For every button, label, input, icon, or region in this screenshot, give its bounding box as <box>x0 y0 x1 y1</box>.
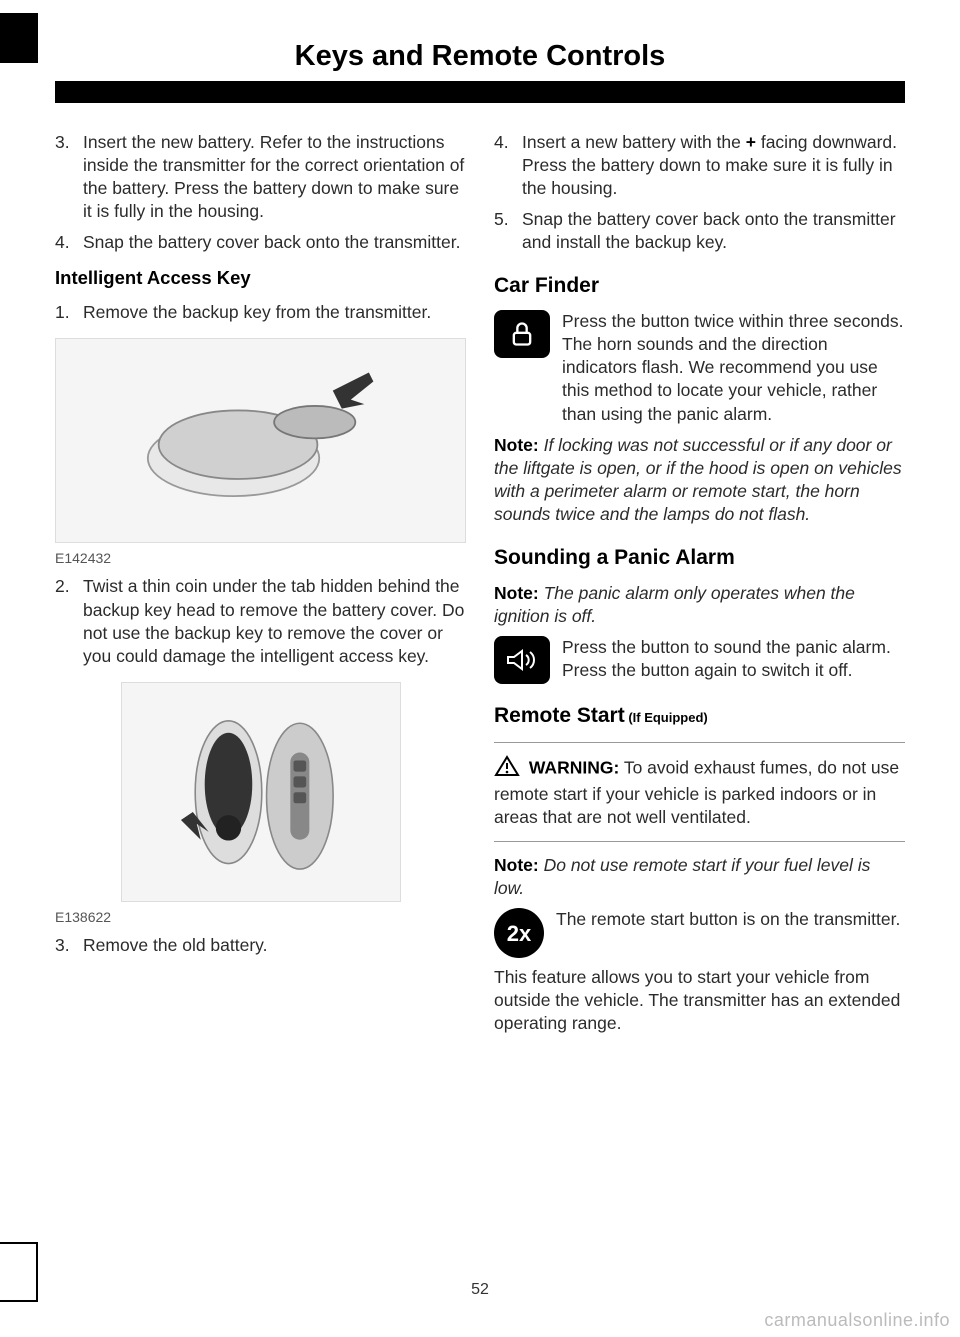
list-item: 2. Twist a thin coin under the tab hidde… <box>55 575 466 667</box>
left-column: 3. Insert the new battery. Refer to the … <box>55 131 466 1043</box>
coin-fob-illustration <box>97 359 424 521</box>
note-para: Note: The panic alarm only operates when… <box>494 582 905 628</box>
note-label: Note: <box>494 583 539 603</box>
header-bar <box>55 81 905 103</box>
figure-image-placeholder <box>55 338 466 543</box>
panic-text: Press the button to sound the panic alar… <box>562 636 905 684</box>
page-title: Keys and Remote Controls <box>55 40 905 73</box>
list-number: 3. <box>55 934 83 957</box>
list-item: 4. Snap the battery cover back onto the … <box>55 231 466 254</box>
heading-remote-start: Remote Start (If Equipped) <box>494 702 905 730</box>
icon-block-remote: 2x The remote start button is on the tra… <box>494 908 905 958</box>
note-para: Note: If locking was not successful or i… <box>494 434 905 526</box>
list-item: 4. Insert a new battery with the + facin… <box>494 131 905 200</box>
text-pre: Insert a new battery with the <box>522 132 746 152</box>
remote-2x-icon: 2x <box>494 908 544 958</box>
heading-car-finder: Car Finder <box>494 272 905 300</box>
icon-block-lock: Press the button twice within three seco… <box>494 310 905 425</box>
note-label: Note: <box>494 435 539 455</box>
warning-label: WARNING: <box>529 757 619 777</box>
note-text: Do not use remote start if your fuel lev… <box>494 855 870 898</box>
list-item: 3. Remove the old battery. <box>55 934 466 957</box>
figure-battery-coin: E142432 <box>55 338 466 567</box>
list-text: Remove the backup key from the transmitt… <box>83 301 466 324</box>
list-text: Insert the new battery. Refer to the ins… <box>83 131 466 223</box>
remote-start-label: Remote Start <box>494 704 625 727</box>
note-para: Note: Do not use remote start if your fu… <box>494 854 905 900</box>
key-fob-illustration <box>149 705 371 879</box>
icon-block-horn: Press the button to sound the panic alar… <box>494 636 905 684</box>
list-number: 2. <box>55 575 83 667</box>
remote-icon-text: The remote start button is on the transm… <box>556 908 905 958</box>
list-item: 5. Snap the battery cover back onto the … <box>494 208 905 254</box>
right-column: 4. Insert a new battery with the + facin… <box>494 131 905 1043</box>
list-text: Snap the battery cover back onto the tra… <box>522 208 905 254</box>
horn-icon <box>494 636 550 684</box>
warning-block: WARNING: To avoid exhaust fumes, do not … <box>494 742 905 842</box>
manual-page: Keys and Remote Controls 3. Insert the n… <box>0 0 960 1337</box>
if-equipped-label: (If Equipped) <box>625 710 708 725</box>
note-label: Note: <box>494 855 539 875</box>
side-tab <box>0 13 38 63</box>
figure-caption: E142432 <box>55 549 466 567</box>
figure-key-fob: E138622 <box>55 682 466 926</box>
note-text: The panic alarm only operates when the i… <box>494 583 855 626</box>
lock-icon <box>494 310 550 358</box>
page-number: 52 <box>0 1281 960 1299</box>
figure-image-placeholder <box>121 682 401 902</box>
subheading-intelligent-access: Intelligent Access Key <box>55 266 466 290</box>
content-columns: 3. Insert the new battery. Refer to the … <box>55 131 905 1043</box>
list-text: Twist a thin coin under the tab hidden b… <box>83 575 466 667</box>
watermark: carmanualsonline.info <box>764 1310 950 1331</box>
heading-panic-alarm: Sounding a Panic Alarm <box>494 544 905 572</box>
figure-caption: E138622 <box>55 908 466 926</box>
warning-icon <box>494 755 520 783</box>
list-number: 4. <box>494 131 522 200</box>
list-item: 3. Insert the new battery. Refer to the … <box>55 131 466 223</box>
list-number: 1. <box>55 301 83 324</box>
plus-symbol: + <box>746 132 756 152</box>
note-text: If locking was not successful or if any … <box>494 435 902 524</box>
list-number: 5. <box>494 208 522 254</box>
remote-para: This feature allows you to start your ve… <box>494 966 905 1035</box>
list-text: Insert a new battery with the + facing d… <box>522 131 905 200</box>
list-text: Remove the old battery. <box>83 934 466 957</box>
car-finder-text: Press the button twice within three seco… <box>562 310 905 425</box>
list-item: 1. Remove the backup key from the transm… <box>55 301 466 324</box>
list-number: 4. <box>55 231 83 254</box>
list-text: Snap the battery cover back onto the tra… <box>83 231 466 254</box>
list-number: 3. <box>55 131 83 223</box>
